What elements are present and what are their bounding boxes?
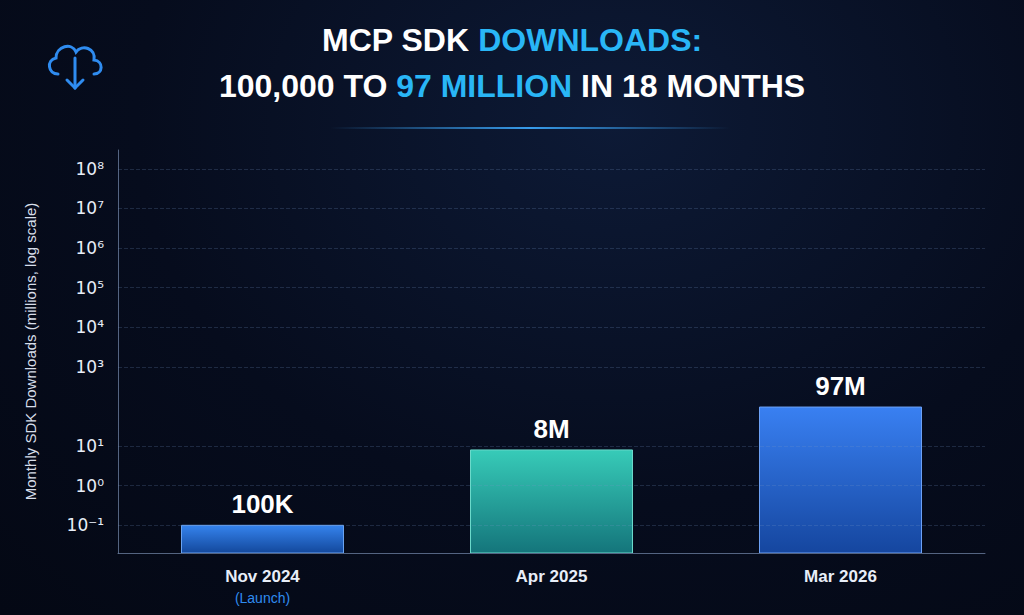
svg-text:10⁶: 10⁶ xyxy=(76,238,105,258)
svg-text:97 MILLION: 97 MILLION xyxy=(396,68,572,104)
svg-text:10⁵: 10⁵ xyxy=(76,278,104,298)
svg-text:10⁻¹: 10⁻¹ xyxy=(67,515,104,535)
svg-text:10¹: 10¹ xyxy=(76,436,104,456)
svg-text:(Launch): (Launch) xyxy=(235,590,290,606)
svg-text:10⁴: 10⁴ xyxy=(76,317,105,337)
svg-text:IN 18 MONTHS: IN 18 MONTHS xyxy=(572,68,805,104)
svg-text:8M: 8M xyxy=(533,414,569,444)
svg-text:10³: 10³ xyxy=(76,357,104,377)
svg-text:97M: 97M xyxy=(815,371,866,401)
svg-text:DOWNLOADS:: DOWNLOADS: xyxy=(478,22,702,58)
svg-text:Mar 2026: Mar 2026 xyxy=(804,567,877,586)
svg-text:10⁰: 10⁰ xyxy=(76,476,105,496)
svg-text:10⁸: 10⁸ xyxy=(76,159,105,179)
svg-text:100K: 100K xyxy=(231,489,293,519)
svg-text:Nov 2024: Nov 2024 xyxy=(225,567,300,586)
svg-text:10⁷: 10⁷ xyxy=(76,198,105,218)
svg-text:100,000 TO: 100,000 TO xyxy=(219,68,396,104)
svg-text:MCP SDK: MCP SDK xyxy=(322,22,478,58)
svg-text:Monthly SDK Downloads (million: Monthly SDK Downloads (millions, log sca… xyxy=(22,203,39,501)
svg-text:Apr 2025: Apr 2025 xyxy=(516,567,588,586)
